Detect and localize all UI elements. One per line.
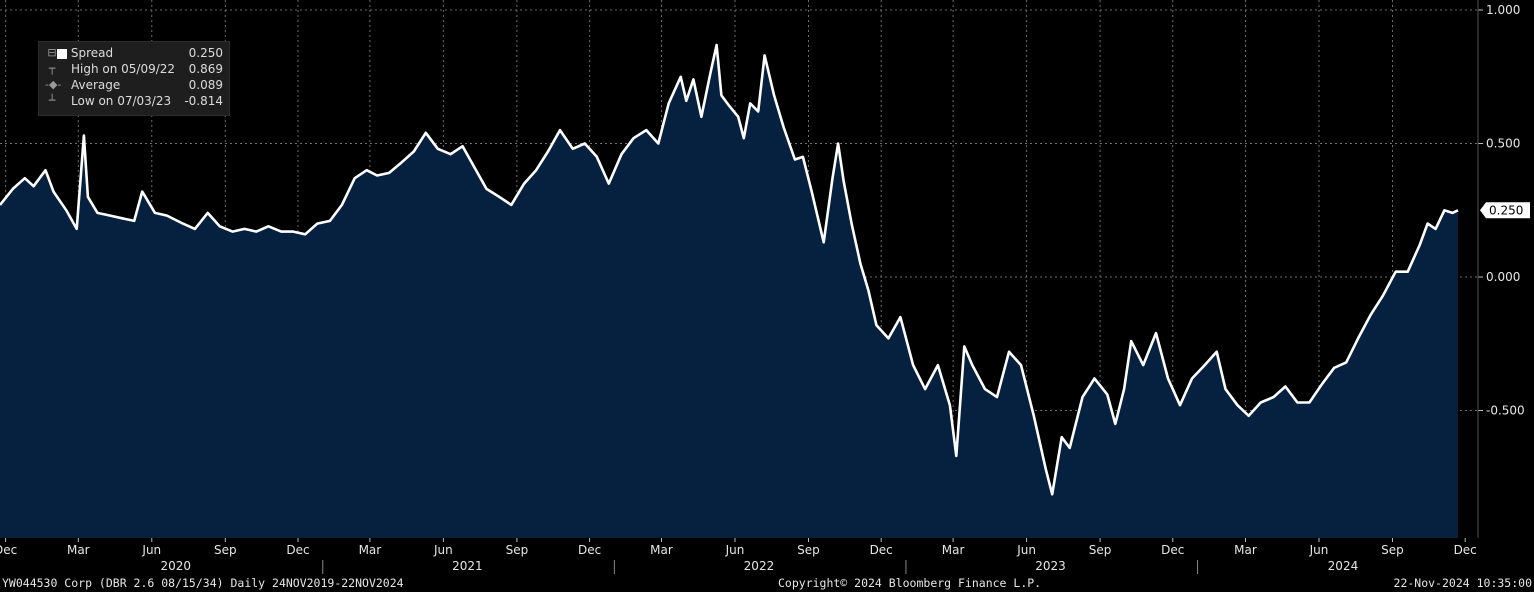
x-tick-label: Jun	[725, 543, 745, 557]
last-value-tag	[1480, 202, 1530, 219]
x-tick-label: Dec	[1161, 543, 1184, 557]
last-value-label: 0.250	[1489, 203, 1523, 217]
legend-high: ┬ High on 05/09/22 0.869	[39, 61, 229, 77]
x-tick-label: Sep	[506, 543, 529, 557]
x-tick-label: Dec	[1454, 543, 1477, 557]
x-tick-label: Sep	[214, 543, 237, 557]
y-tick-label: 0.000	[1486, 270, 1520, 284]
x-tick-label: Jun	[1309, 543, 1329, 557]
plot-area	[0, 43, 1459, 538]
year-label: 2024	[1328, 559, 1359, 573]
footer-timestamp: 22-Nov-2024 10:35:00	[1393, 576, 1532, 590]
year-label: 2022	[744, 559, 775, 573]
y-axis: 1.000 0.500 0.000 -0.500 0.250	[1477, 0, 1530, 538]
legend-series-value: 0.250	[188, 46, 223, 60]
average-marker-icon: -◆-	[45, 78, 62, 91]
collapse-icon[interactable]: ⊟	[47, 46, 57, 59]
x-tick-label: Dec	[286, 543, 309, 557]
legend-low: ┴ Low on 07/03/23 -0.814	[39, 93, 229, 109]
high-marker-icon: ┬	[48, 62, 56, 75]
footer-copyright: Copyright© 2024 Bloomberg Finance L.P.	[778, 576, 1042, 590]
x-tick-label: Dec	[0, 543, 17, 557]
year-label: 2023	[1035, 559, 1066, 573]
x-tick-label: Mar	[942, 543, 965, 557]
x-tick-label: Sep	[797, 543, 820, 557]
legend-average-value: 0.089	[188, 78, 223, 92]
legend-low-label: Low on 07/03/23	[71, 94, 172, 108]
y-tick-label: 0.500	[1486, 137, 1520, 151]
spread-line	[0, 43, 1459, 496]
x-tick-label: Mar	[359, 543, 382, 557]
year-label: 2021	[452, 559, 483, 573]
legend-high-value: 0.869	[188, 62, 223, 76]
x-tick-label: Mar	[67, 543, 90, 557]
legend-average: -◆- Average 0.089	[39, 77, 229, 93]
x-tick-label: Jun	[433, 543, 453, 557]
x-axis: Dec Mar Jun Sep Dec Mar Jun Sep Dec Mar Jun Sep Dec M…	[0, 538, 1477, 574]
x-tick-label: Dec	[578, 543, 601, 557]
legend-low-value: -0.814	[184, 94, 223, 108]
legend-average-label: Average	[71, 78, 121, 92]
x-tick-label: Dec	[870, 543, 893, 557]
x-tick-label: Jun	[141, 543, 161, 557]
year-label: 2020	[160, 559, 191, 573]
legend-high-label: High on 05/09/22	[71, 62, 176, 76]
x-tick-label: Sep	[1089, 543, 1112, 557]
legend: ⊟ Spread 0.250 ┬ High on 05/09/22 0.869 …	[38, 41, 230, 116]
y-tick-label: 1.000	[1486, 3, 1520, 17]
y-tick-label: -0.500	[1486, 404, 1525, 418]
x-tick-label: Jun	[1016, 543, 1036, 557]
footer-security-info: YW044530 Corp (DBR 2.6 08/15/34) Daily 2…	[2, 576, 404, 590]
low-marker-icon: ┴	[48, 94, 56, 107]
x-tick-label: Mar	[650, 543, 673, 557]
spread-area	[0, 45, 1458, 538]
x-tick-label: Mar	[1234, 543, 1257, 557]
series-swatch	[57, 48, 67, 59]
legend-series: ⊟ Spread 0.250	[39, 45, 229, 61]
x-tick-label: Sep	[1381, 543, 1404, 557]
legend-series-label: Spread	[70, 46, 114, 60]
